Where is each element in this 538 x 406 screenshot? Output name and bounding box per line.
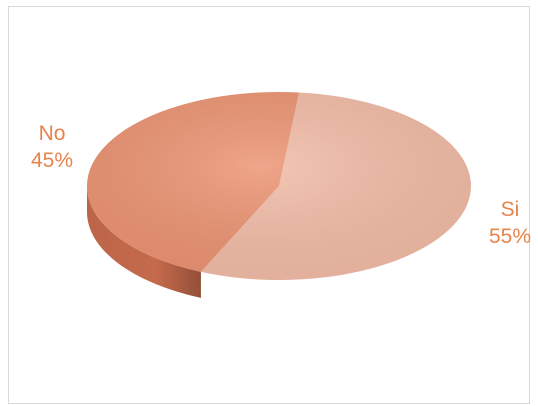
slice-label-no-percent: 45%	[30, 149, 74, 172]
slice-label-no: No 45%	[22, 120, 82, 174]
pie-top-sheen	[87, 92, 471, 280]
slice-label-si: Si 55%	[480, 196, 538, 250]
pie-side-shade-no	[87, 186, 201, 298]
slice-label-no-name: No	[38, 122, 66, 145]
slice-label-si-percent: 55%	[488, 225, 532, 248]
slice-label-si-name: Si	[500, 198, 520, 221]
